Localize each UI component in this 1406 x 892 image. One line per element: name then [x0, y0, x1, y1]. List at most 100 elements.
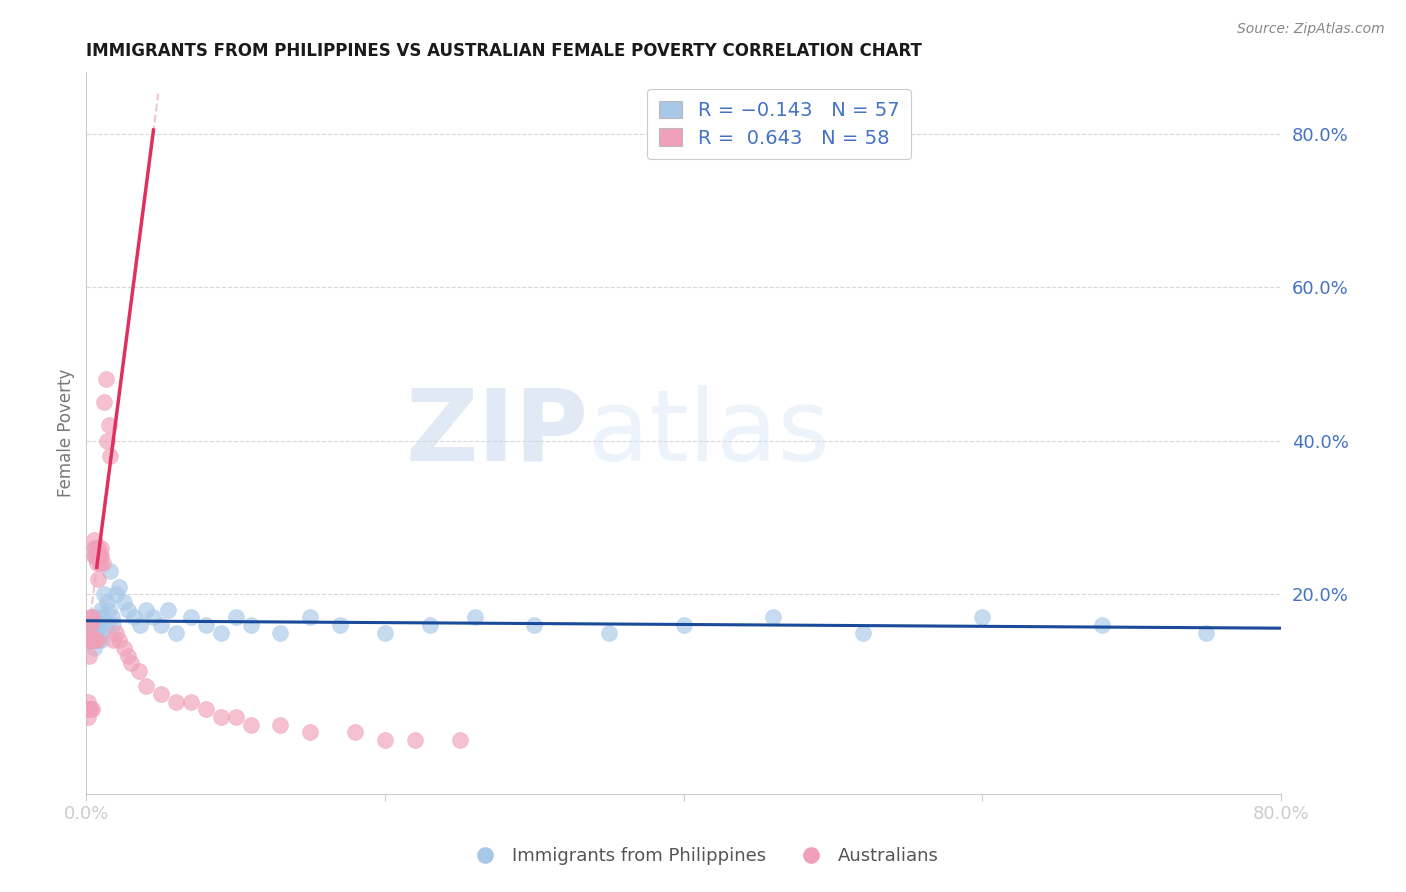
Point: [523, 618, 546, 632]
Point: [463, 610, 485, 624]
Text: IMMIGRANTS FROM PHILIPPINES VS AUSTRALIAN FEMALE POVERTY CORRELATION CHART: IMMIGRANTS FROM PHILIPPINES VS AUSTRALIA…: [86, 42, 922, 60]
Point: [344, 725, 367, 739]
Point: [90, 541, 112, 556]
Point: [84, 625, 107, 640]
Point: [672, 618, 695, 632]
Point: [87, 610, 110, 624]
Point: [112, 640, 135, 655]
Point: [299, 725, 322, 739]
Point: [90, 602, 112, 616]
Point: [93, 395, 115, 409]
Point: [101, 618, 124, 632]
Point: [112, 595, 135, 609]
Point: [86, 549, 108, 563]
Y-axis label: Female Poverty: Female Poverty: [58, 369, 75, 497]
Text: Source: ZipAtlas.com: Source: ZipAtlas.com: [1237, 22, 1385, 37]
Point: [84, 633, 107, 648]
Point: [128, 664, 150, 678]
Point: [87, 549, 110, 563]
Point: [77, 633, 100, 648]
Point: [101, 633, 124, 648]
Point: [117, 648, 139, 663]
Point: [135, 679, 157, 693]
Point: [94, 372, 117, 386]
Point: [93, 587, 115, 601]
Point: [1195, 625, 1218, 640]
Point: [80, 610, 103, 624]
Point: [105, 587, 128, 601]
Legend: R = −0.143   N = 57, R =  0.643   N = 58: R = −0.143 N = 57, R = 0.643 N = 58: [647, 89, 911, 159]
Point: [209, 625, 232, 640]
Point: [120, 657, 142, 671]
Point: [149, 618, 172, 632]
Point: [269, 625, 291, 640]
Point: [762, 610, 785, 624]
Point: [86, 618, 108, 632]
Point: [329, 618, 352, 632]
Point: [165, 695, 187, 709]
Text: atlas: atlas: [588, 384, 830, 482]
Point: [129, 618, 152, 632]
Point: [96, 595, 118, 609]
Point: [86, 625, 108, 640]
Legend: Immigrants from Philippines, Australians: Immigrants from Philippines, Australians: [460, 840, 946, 872]
Point: [165, 625, 187, 640]
Point: [117, 602, 139, 616]
Point: [419, 618, 441, 632]
Point: [83, 541, 105, 556]
Point: [157, 602, 180, 616]
Point: [108, 633, 131, 648]
Point: [98, 564, 121, 578]
Point: [91, 557, 114, 571]
Text: ZIP: ZIP: [405, 384, 588, 482]
Point: [89, 549, 111, 563]
Point: [97, 418, 120, 433]
Point: [374, 625, 396, 640]
Point: [194, 702, 217, 716]
Point: [269, 717, 291, 731]
Point: [239, 618, 262, 632]
Point: [83, 618, 105, 632]
Point: [404, 733, 426, 747]
Point: [83, 549, 105, 563]
Point: [82, 633, 104, 648]
Point: [80, 610, 103, 624]
Point: [374, 733, 396, 747]
Point: [122, 610, 145, 624]
Point: [77, 702, 100, 716]
Point: [83, 640, 105, 655]
Point: [76, 695, 98, 709]
Point: [194, 618, 217, 632]
Point: [84, 549, 107, 563]
Point: [90, 549, 112, 563]
Point: [76, 702, 98, 716]
Point: [209, 710, 232, 724]
Point: [142, 610, 165, 624]
Point: [76, 618, 98, 632]
Point: [225, 710, 247, 724]
Point: [89, 557, 111, 571]
Point: [83, 633, 105, 648]
Point: [105, 625, 128, 640]
Point: [76, 710, 98, 724]
Point: [77, 633, 100, 648]
Point: [96, 434, 118, 448]
Point: [80, 618, 103, 632]
Point: [82, 633, 104, 648]
Point: [89, 618, 111, 632]
Point: [98, 449, 121, 463]
Point: [87, 572, 110, 586]
Point: [100, 610, 122, 624]
Point: [180, 610, 202, 624]
Point: [86, 557, 108, 571]
Point: [80, 702, 103, 716]
Point: [299, 610, 322, 624]
Point: [239, 717, 262, 731]
Point: [225, 610, 247, 624]
Point: [852, 625, 875, 640]
Point: [94, 618, 117, 632]
Point: [80, 633, 103, 648]
Point: [84, 541, 107, 556]
Point: [82, 610, 104, 624]
Point: [86, 633, 108, 648]
